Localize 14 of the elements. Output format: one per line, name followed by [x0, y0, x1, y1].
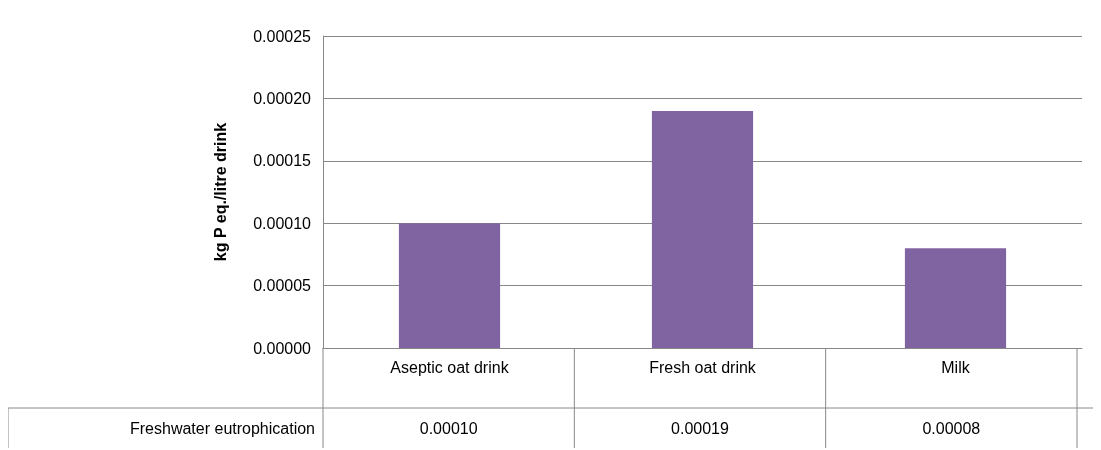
- x-tick-label: Aseptic oat drink: [390, 358, 510, 376]
- data-label: 0.00008: [922, 419, 981, 437]
- y-tick-label: 0.00000: [253, 339, 312, 357]
- y-tick-label: 0.00025: [253, 27, 312, 45]
- y-tick-label: 0.00010: [253, 214, 312, 232]
- data-label: 0.00019: [671, 419, 730, 437]
- y-axis-title: kg P eq./litre drink: [211, 122, 229, 262]
- y-tick-label: 0.00005: [253, 277, 312, 295]
- text: Freshwater eutrophication: [130, 419, 315, 437]
- y-tick-label: 0.00020: [253, 89, 312, 107]
- data-label: 0.00010: [419, 419, 478, 437]
- y-tick-label: 0.00015: [253, 152, 312, 170]
- x-tick-label: Milk: [941, 358, 971, 376]
- x-tick-label: Fresh oat drink: [649, 358, 757, 376]
